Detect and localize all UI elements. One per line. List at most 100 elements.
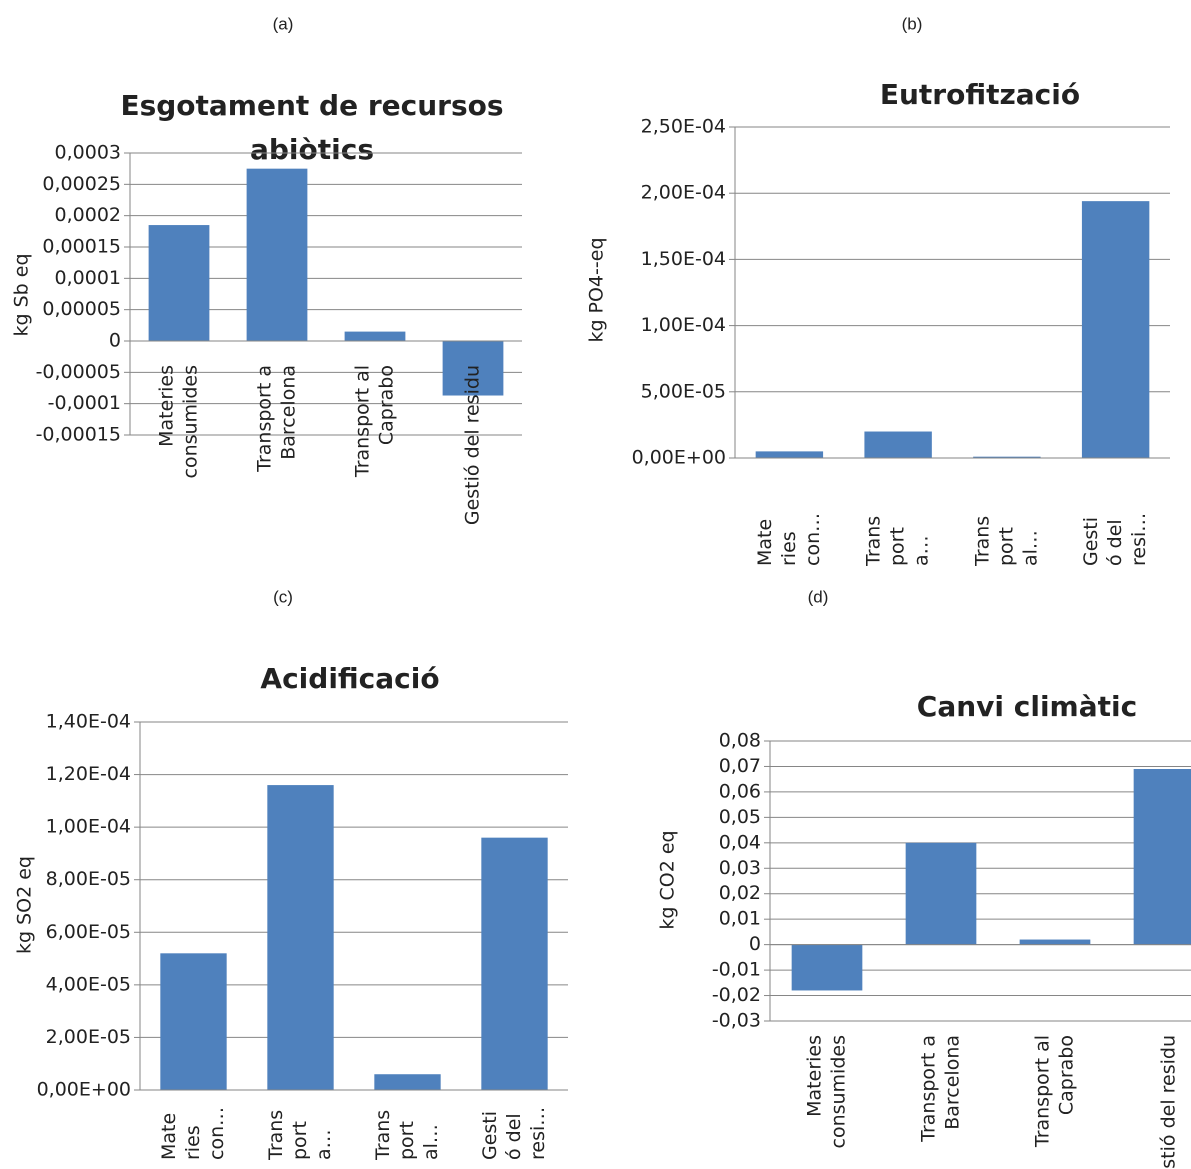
y-tick-label: 0 (109, 330, 121, 352)
x-tick-label: port (887, 527, 909, 566)
y-tick-label: 0,03 (719, 857, 761, 879)
panel-label: (a) (273, 14, 294, 33)
y-tick-label: -0,00005 (36, 361, 121, 383)
x-tick-label: port (289, 1121, 311, 1160)
y-tick-label: 0,00E+00 (37, 1079, 131, 1101)
x-tick-label: Gestió del residu (462, 365, 484, 525)
x-tick-label: Caprabo (376, 365, 398, 445)
x-tick-label: resi… (527, 1107, 549, 1160)
y-tick-label: 0,02 (719, 882, 761, 904)
y-tick-label: 1,50E-04 (641, 248, 726, 270)
x-tick-label: con… (206, 1107, 228, 1160)
y-tick-label: 0,0002 (55, 204, 121, 226)
y-tick-label: 2,00E-04 (641, 182, 726, 204)
bar (160, 953, 227, 1090)
chart-title: abiòtics (250, 133, 374, 166)
x-tick-label: ó del (1104, 519, 1126, 566)
y-tick-label: 0,07 (719, 755, 761, 777)
y-tick-label: 2,50E-04 (641, 116, 726, 138)
x-tick-label: Materies (156, 365, 178, 447)
x-tick-label: Gestió del residu (1158, 1035, 1180, 1169)
panel-label: (d) (808, 587, 829, 606)
y-tick-label: 1,40E-04 (46, 711, 131, 733)
bar (905, 842, 977, 945)
x-tick-label: Transport a (918, 1035, 940, 1143)
bar (442, 341, 504, 396)
y-tick-label: 4,00E-05 (46, 973, 131, 995)
x-tick-label: Transport al (1032, 1035, 1054, 1148)
x-tick-label: Gesti (1080, 517, 1102, 566)
bar (973, 456, 1041, 458)
x-tick-label: con… (802, 513, 824, 566)
y-tick-label: -0,03 (712, 1010, 761, 1032)
x-tick-label: Trans (863, 516, 885, 567)
x-tick-label: Caprabo (1056, 1035, 1078, 1115)
y-tick-label: -0,02 (712, 984, 761, 1006)
y-tick-label: 0,05 (719, 806, 761, 828)
bar (1019, 939, 1091, 945)
bar (374, 1074, 441, 1090)
bar (1081, 201, 1150, 459)
x-tick-label: al… (420, 1124, 442, 1160)
x-tick-label: a… (313, 1129, 335, 1160)
x-tick-label: Transport al (352, 365, 374, 478)
panel-label: (c) (273, 587, 293, 606)
x-tick-label: consumides (828, 1035, 850, 1149)
chart-title: Acidificació (260, 662, 439, 695)
y-tick-label: 0,08 (719, 730, 761, 752)
x-tick-label: ó del (503, 1113, 525, 1160)
x-tick-label: Transport a (254, 365, 276, 473)
x-tick-label: port (995, 527, 1017, 566)
x-tick-label: ries (778, 531, 800, 566)
y-tick-label: 2,00E-05 (46, 1026, 131, 1048)
y-tick-label: 0,01 (719, 908, 761, 930)
x-tick-label: resi… (1128, 513, 1150, 566)
y-tick-label: 0,0003 (55, 142, 121, 164)
chart-title: Canvi climàtic (917, 690, 1137, 723)
x-tick-label: Mate (158, 1113, 180, 1160)
y-axis-title: kg CO2 eq (657, 830, 679, 929)
y-tick-label: 0,00E+00 (632, 447, 726, 469)
y-tick-label: 0,04 (719, 831, 761, 853)
x-tick-label: Trans (265, 1110, 287, 1161)
panel-label: (b) (902, 14, 923, 33)
bar (481, 837, 548, 1090)
x-tick-label: al… (1019, 530, 1041, 566)
x-tick-label: port (396, 1121, 418, 1160)
y-tick-label: 0,0001 (55, 267, 121, 289)
x-tick-label: Trans (971, 516, 993, 567)
x-tick-label: Materies (804, 1035, 826, 1117)
bar (791, 944, 863, 991)
x-tick-label: Barcelona (942, 1035, 964, 1130)
x-tick-label: Trans (372, 1110, 394, 1161)
y-tick-label: 0,00005 (42, 298, 121, 320)
y-tick-label: 1,00E-04 (641, 314, 726, 336)
y-tick-label: 0 (749, 933, 761, 955)
y-tick-label: 5,00E-05 (641, 380, 726, 402)
y-tick-label: 1,00E-04 (46, 816, 131, 838)
y-tick-label: -0,0001 (48, 392, 121, 414)
x-tick-label: consumides (180, 365, 202, 479)
y-tick-label: -0,00015 (36, 424, 121, 446)
chart-title: Eutrofització (880, 78, 1080, 111)
y-axis-title: kg SO2 eq (14, 856, 36, 954)
x-tick-label: a… (911, 535, 933, 566)
y-tick-label: 0,00025 (42, 173, 121, 195)
y-tick-label: 8,00E-05 (46, 868, 131, 890)
bar (148, 225, 210, 341)
x-tick-label: Mate (754, 519, 776, 566)
y-tick-label: 0,06 (719, 780, 761, 802)
y-tick-label: 1,20E-04 (46, 763, 131, 785)
y-axis-title: kg PO4--eq (586, 237, 608, 342)
y-tick-label: 6,00E-05 (46, 921, 131, 943)
bar (267, 785, 334, 1090)
bar (246, 168, 308, 341)
y-axis-title: kg Sb eq (11, 253, 33, 336)
bar (864, 431, 932, 458)
x-tick-label: ries (182, 1125, 204, 1160)
bar (344, 331, 406, 341)
x-tick-label: Barcelona (278, 365, 300, 460)
y-tick-label: 0,00015 (42, 236, 121, 258)
chart-title: Esgotament de recursos (120, 89, 503, 122)
